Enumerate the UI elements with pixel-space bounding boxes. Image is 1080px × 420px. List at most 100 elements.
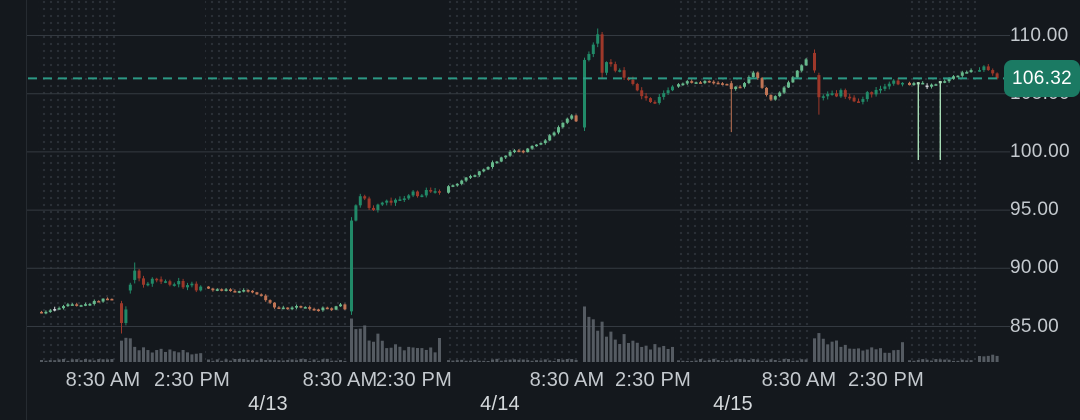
candle-body xyxy=(101,298,105,302)
candle-body xyxy=(469,176,472,178)
volume-bar xyxy=(995,355,999,362)
volume-bar xyxy=(725,360,729,362)
volume-bar xyxy=(787,359,790,362)
volume-bar xyxy=(508,359,512,362)
volume-bar xyxy=(350,318,353,362)
candle-body xyxy=(835,93,838,97)
candle-body xyxy=(438,191,441,193)
volume-bar xyxy=(583,306,586,362)
volume-bar xyxy=(969,360,973,362)
candle-body xyxy=(685,81,689,84)
candle-body xyxy=(583,59,586,128)
volume-bar xyxy=(504,360,508,362)
candle-body xyxy=(596,34,600,44)
candle-body xyxy=(224,289,228,291)
volume-bar xyxy=(526,360,530,362)
volume-bar xyxy=(848,348,852,362)
candle-body xyxy=(681,83,685,86)
y-axis-label: 110.00 xyxy=(1010,24,1069,46)
candle-body xyxy=(57,308,61,310)
volume-bar xyxy=(215,359,219,362)
volume-bar xyxy=(852,348,856,362)
volume-bar xyxy=(694,360,698,362)
candle-body xyxy=(609,62,613,65)
candle-body xyxy=(725,83,729,86)
x-axis-time-label: 8:30 AM xyxy=(761,369,837,391)
candle-body xyxy=(640,90,644,97)
candle-body xyxy=(887,83,891,87)
candle-body xyxy=(273,302,276,308)
candle-body xyxy=(912,83,916,86)
x-axis-time-label: 8:30 AM xyxy=(302,369,378,391)
x-axis-time-label: 8:30 AM xyxy=(65,369,141,391)
candle-body xyxy=(385,200,389,203)
candle-body xyxy=(259,294,263,296)
volume-bar xyxy=(372,341,375,362)
candle-body xyxy=(830,93,834,95)
candle-body xyxy=(477,171,481,176)
candle-body xyxy=(526,148,530,153)
volume-bar xyxy=(303,359,307,362)
candle-body xyxy=(199,286,203,291)
candle-body xyxy=(358,196,362,206)
candle-body xyxy=(791,77,795,83)
candle-body xyxy=(574,115,578,122)
candle-body xyxy=(181,280,185,288)
volume-bar xyxy=(965,360,969,362)
volume-bar xyxy=(473,359,477,362)
candle-body xyxy=(969,70,973,73)
volume-bar xyxy=(804,359,808,362)
volume-bar xyxy=(795,360,799,362)
volume-bar xyxy=(101,359,105,362)
candle-body xyxy=(653,102,657,104)
candle-body xyxy=(729,83,733,90)
candle-body xyxy=(552,132,556,136)
volume-bar xyxy=(613,339,617,362)
volume-bar xyxy=(62,358,65,362)
candle-body xyxy=(883,86,887,89)
volume-bar xyxy=(146,350,150,362)
volume-bar xyxy=(703,360,707,362)
candle-body xyxy=(429,189,433,192)
candle-body xyxy=(389,200,393,203)
candle-body xyxy=(649,98,652,103)
volume-bar xyxy=(376,333,380,362)
candle-body xyxy=(804,59,808,66)
volume-bar xyxy=(190,354,194,362)
volume-bar xyxy=(124,337,128,362)
candle-body xyxy=(787,82,790,88)
volume-bar xyxy=(477,360,481,362)
volume-bar xyxy=(97,359,101,362)
candle-body xyxy=(473,175,477,177)
candle-body xyxy=(354,205,358,221)
candle-body xyxy=(978,70,981,72)
candle-body xyxy=(62,306,65,309)
candle-body xyxy=(79,305,83,307)
candle-body xyxy=(491,162,494,168)
volume-bar xyxy=(339,359,342,362)
candle-body xyxy=(44,311,48,314)
volume-bar xyxy=(211,360,215,362)
volume-bar xyxy=(486,360,490,362)
volume-bar xyxy=(640,346,644,362)
candle-body xyxy=(778,92,782,97)
x-axis-time-label: 2:30 PM xyxy=(154,369,230,391)
candle-body xyxy=(517,150,521,153)
candle-body xyxy=(721,83,724,85)
candle-body xyxy=(420,195,424,198)
volume-bar xyxy=(734,359,738,362)
candle-body xyxy=(557,127,560,133)
volume-bar xyxy=(671,346,674,362)
candle-body xyxy=(363,196,367,199)
candle-body xyxy=(339,304,342,307)
volume-bar xyxy=(649,349,652,362)
volume-bar xyxy=(960,359,964,362)
volume-bar xyxy=(565,358,569,362)
extended-hours-region xyxy=(38,0,118,362)
candle-body xyxy=(495,161,499,164)
candle-body xyxy=(734,86,738,90)
candle-body xyxy=(751,72,755,78)
volume-bar xyxy=(887,352,891,362)
